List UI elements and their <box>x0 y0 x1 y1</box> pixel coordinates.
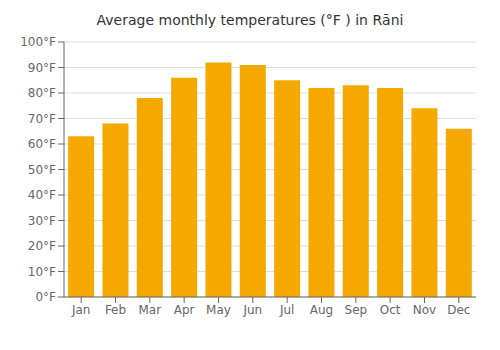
svg-text:100°F: 100°F <box>20 35 56 49</box>
svg-text:80°F: 80°F <box>28 86 56 100</box>
svg-text:Mar: Mar <box>139 303 162 317</box>
svg-text:50°F: 50°F <box>28 163 56 177</box>
svg-text:Aug: Aug <box>310 303 333 317</box>
svg-text:70°F: 70°F <box>28 112 56 126</box>
svg-text:Apr: Apr <box>174 303 195 317</box>
svg-text:Feb: Feb <box>105 303 126 317</box>
svg-text:0°F: 0°F <box>35 290 56 304</box>
svg-text:30°F: 30°F <box>28 214 56 228</box>
html-text:Average monthly temperatures (: Average monthly temperatures (°F ) in Rā… <box>96 12 404 28</box>
svg-text:Nov: Nov <box>413 303 436 317</box>
svg-text:Sep: Sep <box>345 303 368 317</box>
svg-text:40°F: 40°F <box>28 188 56 202</box>
svg-text:Jun: Jun <box>242 303 262 317</box>
svg-text:May: May <box>206 303 231 317</box>
svg-text:Jul: Jul <box>279 303 294 317</box>
svg-text:60°F: 60°F <box>28 137 56 151</box>
svg-text:20°F: 20°F <box>28 239 56 253</box>
svg-text:10°F: 10°F <box>28 265 56 279</box>
svg-text:Jan: Jan <box>71 303 91 317</box>
svg-text:90°F: 90°F <box>28 61 56 75</box>
svg-text:Oct: Oct <box>380 303 401 317</box>
svg-text:Dec: Dec <box>447 303 470 317</box>
